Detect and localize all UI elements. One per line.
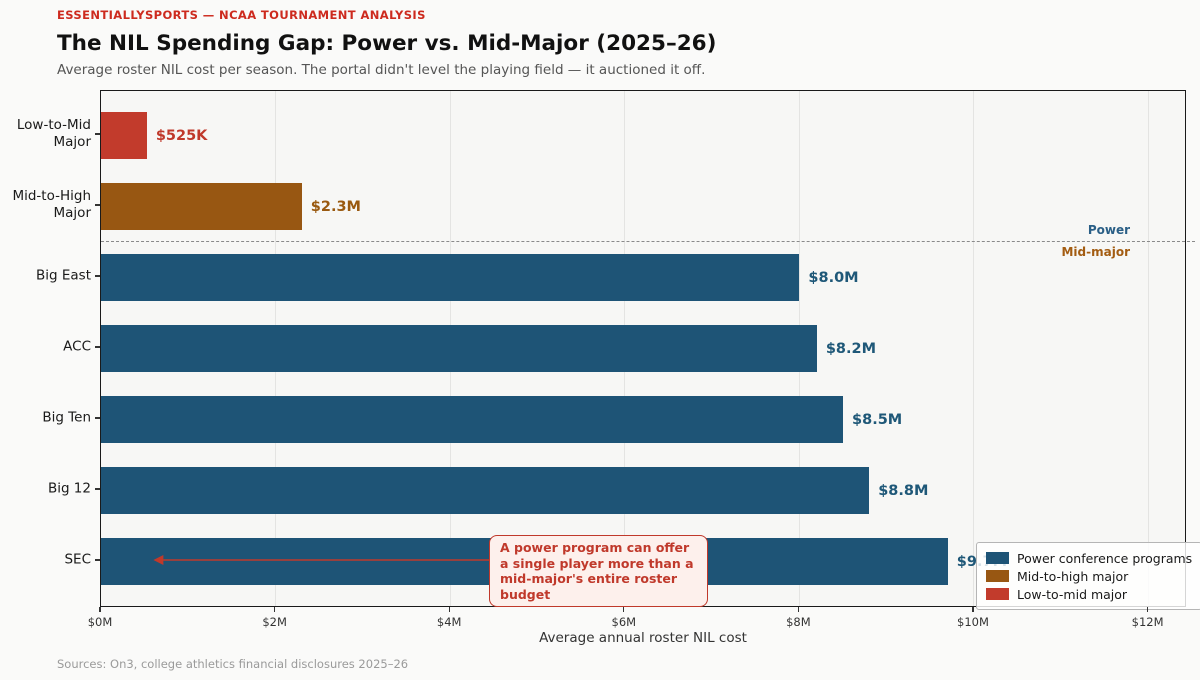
x-tick-label: $10M bbox=[957, 615, 989, 629]
y-axis-category-label: Mid-to-High Major bbox=[12, 188, 91, 221]
x-tick-mark bbox=[273, 607, 276, 612]
x-tick-mark bbox=[448, 607, 450, 612]
bar-value-label: $8.0M bbox=[808, 270, 859, 286]
eyebrow-kicker: ESSENTIALLYSPORTS — NCAA TOURNAMENT ANAL… bbox=[57, 8, 426, 22]
bar bbox=[101, 111, 147, 159]
bar-value-label: $8.2M bbox=[825, 341, 877, 357]
y-tick-mark bbox=[95, 133, 100, 135]
x-tick-label: $2M bbox=[262, 615, 287, 629]
bar-value-label: $525K bbox=[155, 128, 208, 144]
legend-item: Mid-to-high major bbox=[986, 567, 1192, 585]
bar bbox=[101, 253, 800, 301]
x-tick-mark bbox=[99, 607, 101, 612]
x-axis-label: Average annual roster NIL cost bbox=[539, 630, 747, 646]
y-axis-category-label: Big Ten bbox=[42, 409, 91, 426]
x-tick-label: $0M bbox=[87, 615, 113, 629]
divider-label-power: Power bbox=[1087, 222, 1130, 237]
bar-chart-plot-area: $525K$2.3M$8.0M$8.2M$8.5M$8.8M$9.7M Powe… bbox=[100, 90, 1200, 610]
y-tick-mark bbox=[95, 559, 100, 561]
legend: Power conference programs Mid-to-high maj… bbox=[976, 542, 1200, 610]
legend-item: Power conference programs bbox=[986, 549, 1192, 567]
legend-swatch bbox=[986, 570, 1009, 582]
bar-value-label: $2.3M bbox=[310, 199, 361, 215]
legend-label: Power conference programs bbox=[1017, 550, 1193, 566]
x-tick-mark bbox=[623, 607, 625, 612]
divider-label-mid-major: Mid-major bbox=[1061, 244, 1130, 259]
legend-swatch bbox=[986, 588, 1009, 600]
legend-label: Mid-to-high major bbox=[1017, 568, 1129, 584]
page-subtitle: Average roster NIL cost per season. The … bbox=[57, 62, 706, 78]
y-tick-mark bbox=[95, 204, 100, 206]
y-axis-category-label: SEC bbox=[64, 551, 91, 568]
y-axis-category-label: Big 12 bbox=[47, 480, 91, 497]
x-tick-label: $12M bbox=[1131, 615, 1164, 629]
x-tick-label: $4M bbox=[436, 615, 462, 629]
bar bbox=[101, 466, 870, 514]
source-note: Sources: On3, college athletics financia… bbox=[57, 657, 409, 671]
page-title: The NIL Spending Gap: Power vs. Mid-Majo… bbox=[57, 31, 717, 56]
gridline bbox=[1148, 91, 1150, 606]
legend-swatch bbox=[986, 552, 1009, 564]
gridline bbox=[973, 91, 975, 606]
x-tick-mark bbox=[797, 607, 799, 612]
y-tick-mark bbox=[95, 346, 100, 348]
y-tick-mark bbox=[95, 275, 100, 277]
divider-line bbox=[101, 240, 1195, 242]
legend-label: Low-to-mid major bbox=[1017, 586, 1128, 602]
legend-item: Low-to-mid major bbox=[986, 585, 1192, 603]
y-axis-category-label: ACC bbox=[63, 338, 91, 355]
bar-value-label: $8.8M bbox=[878, 483, 929, 499]
y-tick-mark bbox=[95, 417, 100, 419]
bar bbox=[101, 395, 844, 443]
y-axis-category-label: Big East bbox=[35, 267, 91, 284]
bar bbox=[101, 182, 302, 230]
y-tick-mark bbox=[95, 488, 100, 490]
x-tick-mark bbox=[972, 607, 974, 612]
x-tick-mark bbox=[1146, 607, 1149, 612]
bar bbox=[101, 324, 817, 372]
y-axis-category-label: Low-to-Mid Major bbox=[16, 117, 91, 150]
annotation-box: A power program can offer a single playe… bbox=[489, 535, 708, 607]
bar-value-label: $8.5M bbox=[852, 412, 903, 428]
x-tick-label: $8M bbox=[786, 615, 811, 629]
x-tick-label: $6M bbox=[611, 615, 637, 629]
